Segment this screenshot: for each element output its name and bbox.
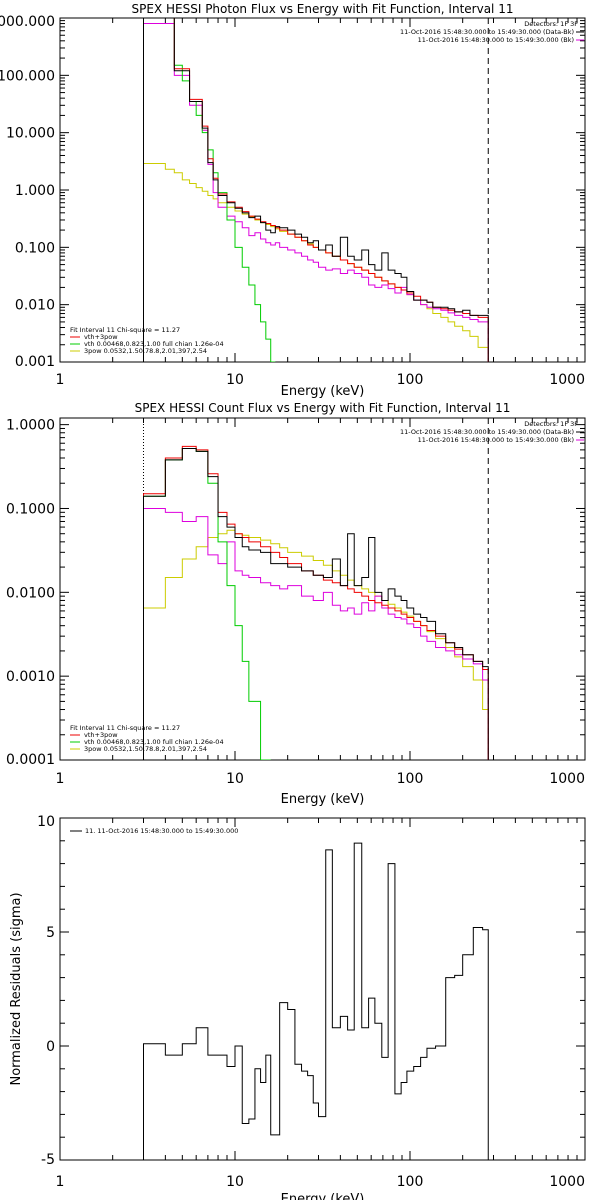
series-line-vth (143, 18, 276, 362)
x-tick-label: 100 (397, 372, 424, 388)
x-tick-label: 1 (56, 1174, 65, 1190)
x-tick-label: 1000 (549, 771, 585, 787)
series-line-residuals (143, 842, 489, 1160)
x-tick-label: 10 (226, 771, 244, 787)
legend-entry: 3pow 0.0532,1.50,78.8,2.01,397,2.54 (84, 347, 207, 355)
x-tick-label: 1 (56, 771, 65, 787)
plot-frame (59, 817, 586, 1161)
series-line-data_minus_bk (143, 447, 489, 760)
x-tick-label: 10 (226, 1174, 244, 1190)
y-tick-label: 0.1000 (6, 501, 55, 517)
x-axis-label: Energy (keV) (281, 792, 365, 807)
y-axis-label: Normalized Residuals (sigma) (9, 892, 24, 1085)
legend-entry: 11-Oct-2016 15:48:30.000 to 15:49:30.000… (418, 36, 574, 44)
x-tick-label: 10 (226, 372, 244, 388)
series-line-vth_plus_3pow (143, 445, 489, 760)
series-line-3pow (143, 529, 489, 760)
legend-entry: 11-Oct-2016 15:48:30.000 to 15:49:30.000… (418, 436, 574, 444)
y-tick-label: 0.0010 (6, 669, 55, 685)
plot-frame (59, 17, 586, 363)
y-tick-label: -5 (41, 1152, 55, 1168)
y-tick-label: 1000.000 (0, 14, 55, 30)
series-group (143, 445, 489, 760)
series-line-data_minus_bk (143, 18, 489, 362)
plot-frame (59, 417, 586, 761)
legend-entry: 11-Oct-2016 15:48:30.000 to 15:49:30.000… (400, 28, 574, 36)
x-tick-label: 1000 (549, 1174, 585, 1190)
x-tick-label: 100 (397, 1174, 424, 1190)
y-tick-label: 5 (46, 925, 55, 941)
legend-entry: 11. 11-Oct-2016 15:48:30.000 to 15:49:30… (85, 827, 238, 835)
legend-fit-header: Fit Interval 11 Chi-square = 11.27 (70, 724, 180, 732)
y-tick-label: 0.0001 (6, 752, 55, 768)
y-tick-label: 0.100 (15, 240, 55, 256)
legend-entry: vth 0.00468,0.823,1.00 full chian 1.26e-… (84, 738, 224, 746)
y-tick-label: 0.010 (15, 298, 55, 314)
y-tick-label: 1.0000 (6, 418, 55, 434)
series-line-vth_plus_3pow (143, 18, 489, 362)
legend-detectors: Detectors: 1F 3F (524, 420, 578, 428)
y-tick-label: 0 (46, 1039, 55, 1055)
series-line-3pow (143, 162, 489, 362)
y-tick-label: 10.000 (6, 126, 55, 142)
legend-entry: 11-Oct-2016 15:48:30.000 to 15:49:30.000… (400, 428, 574, 436)
series-group (143, 842, 489, 1160)
series-group (143, 18, 489, 362)
legend-fit-header: Fit Interval 11 Chi-square = 11.27 (70, 326, 180, 334)
y-tick-label: 100.000 (0, 68, 55, 84)
legend-detectors: Detectors: 1F 3F (524, 20, 578, 28)
chart-title: SPEX HESSI Count Flux vs Energy with Fit… (135, 401, 511, 415)
x-tick-label: 1000 (549, 372, 585, 388)
series-line-vth (143, 447, 271, 760)
legend-entry: vth+3pow (84, 731, 118, 739)
legend-entry: vth 0.00468,0.823,1.00 full chian 1.26e-… (84, 340, 224, 348)
y-tick-label: 0.001 (15, 354, 55, 370)
x-axis-label: Energy (keV) (281, 1192, 365, 1200)
y-tick-label: 1.000 (15, 183, 55, 199)
x-axis-label: Energy (keV) (281, 384, 365, 399)
x-tick-label: 100 (397, 771, 424, 787)
series-line-bk (143, 23, 489, 362)
legend-entry: vth+3pow (84, 333, 118, 341)
x-tick-label: 1 (56, 372, 65, 388)
y-tick-label: 10 (37, 814, 55, 830)
chart-title: SPEX HESSI Photon Flux vs Energy with Fi… (132, 2, 514, 16)
legend-entry: 3pow 0.0532,1.50,78.8,2.01,397,2.54 (84, 745, 207, 753)
y-tick-label: 0.0100 (6, 585, 55, 601)
